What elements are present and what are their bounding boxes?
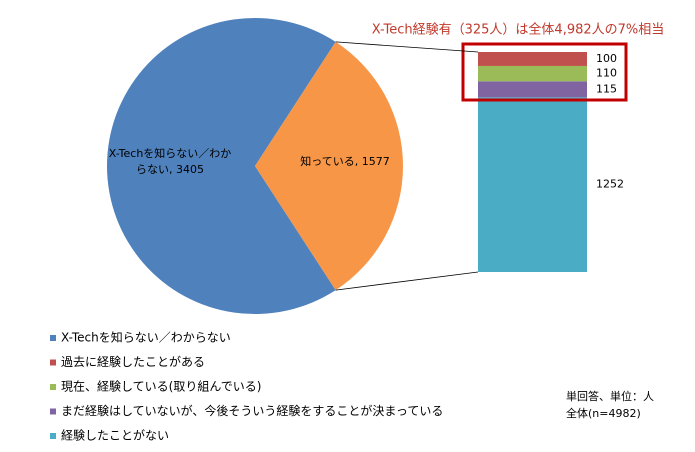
- legend-label: X-Techを知らない／わからない: [61, 331, 231, 345]
- bar-segment: [478, 97, 587, 272]
- bar-segment: [478, 52, 587, 66]
- legend-swatch: [50, 359, 56, 366]
- legend-label: まだ経験はしていないが、今後そういう経験をすることが決まっている: [61, 403, 443, 418]
- pie-label: X-Techを知らない／わからない, 3405: [108, 147, 232, 176]
- legend-label: 過去に経験したことがある: [61, 354, 205, 369]
- bar-segment: [478, 65, 587, 82]
- legend-swatch: [50, 433, 56, 439]
- pie-slice: [107, 17, 336, 315]
- bar-segment: [478, 81, 587, 98]
- connector: [335, 41, 479, 53]
- highlight-box: [461, 42, 628, 102]
- chart-title: X-Tech経験有（325人）は全体4,982人の7%相当: [372, 22, 665, 38]
- legend-label: 経験したことがない: [61, 428, 169, 443]
- data-label: 115: [596, 82, 617, 95]
- legend-label: 現在、経験している(取り組んでいる): [61, 379, 261, 394]
- legend-swatch: [50, 335, 56, 341]
- legend-swatch: [50, 384, 56, 390]
- data-label: 100: [596, 52, 617, 65]
- note: 単回答、単位：人: [566, 389, 654, 403]
- legend-swatch: [50, 408, 56, 415]
- connector: [335, 271, 479, 291]
- data-label: 1252: [596, 178, 624, 191]
- data-label: 110: [596, 67, 617, 80]
- pie-label: 知っている, 1577: [300, 155, 390, 168]
- note: 全体(n=4982): [566, 406, 641, 420]
- pie-slice: [255, 41, 403, 291]
